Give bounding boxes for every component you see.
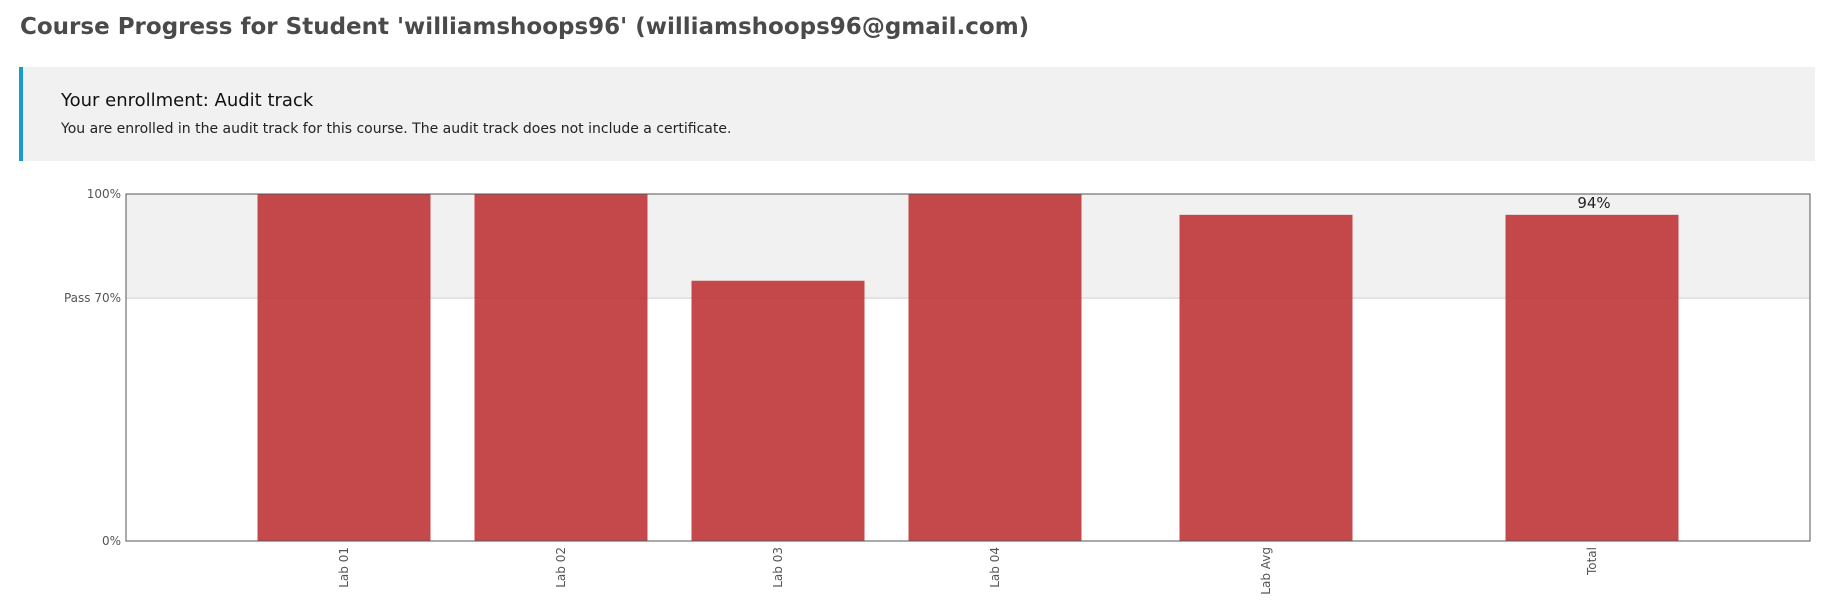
x-tick-label: Lab 04	[988, 547, 1002, 588]
y-tick-label: 0%	[102, 534, 121, 548]
page-title: Course Progress for Student 'williamshoo…	[20, 14, 1030, 40]
x-tick-label: Lab 03	[771, 547, 785, 588]
bar-lab-03	[691, 280, 865, 541]
bar-lab-avg	[1179, 214, 1353, 541]
enrollment-description: You are enrolled in the audit track for …	[61, 121, 732, 137]
bar-lab-01	[257, 194, 431, 541]
data-label: 94%	[1577, 194, 1610, 212]
x-tick-label: Lab Avg	[1259, 547, 1273, 595]
y-tick-label: 100%	[87, 187, 121, 201]
bar-lab-02	[474, 194, 648, 541]
enrollment-title: Your enrollment: Audit track	[61, 90, 314, 111]
plot-frame	[125, 193, 1811, 542]
bar-lab-04	[908, 194, 1082, 541]
y-tick-label: Pass 70%	[64, 291, 121, 305]
x-tick-label: Lab 02	[554, 547, 568, 588]
enrollment-banner: Your enrollment: Audit track You are enr…	[19, 67, 1815, 161]
bar-total	[1505, 214, 1679, 541]
x-tick-label: Lab 01	[337, 547, 351, 588]
x-tick-label: Total	[1585, 547, 1599, 576]
